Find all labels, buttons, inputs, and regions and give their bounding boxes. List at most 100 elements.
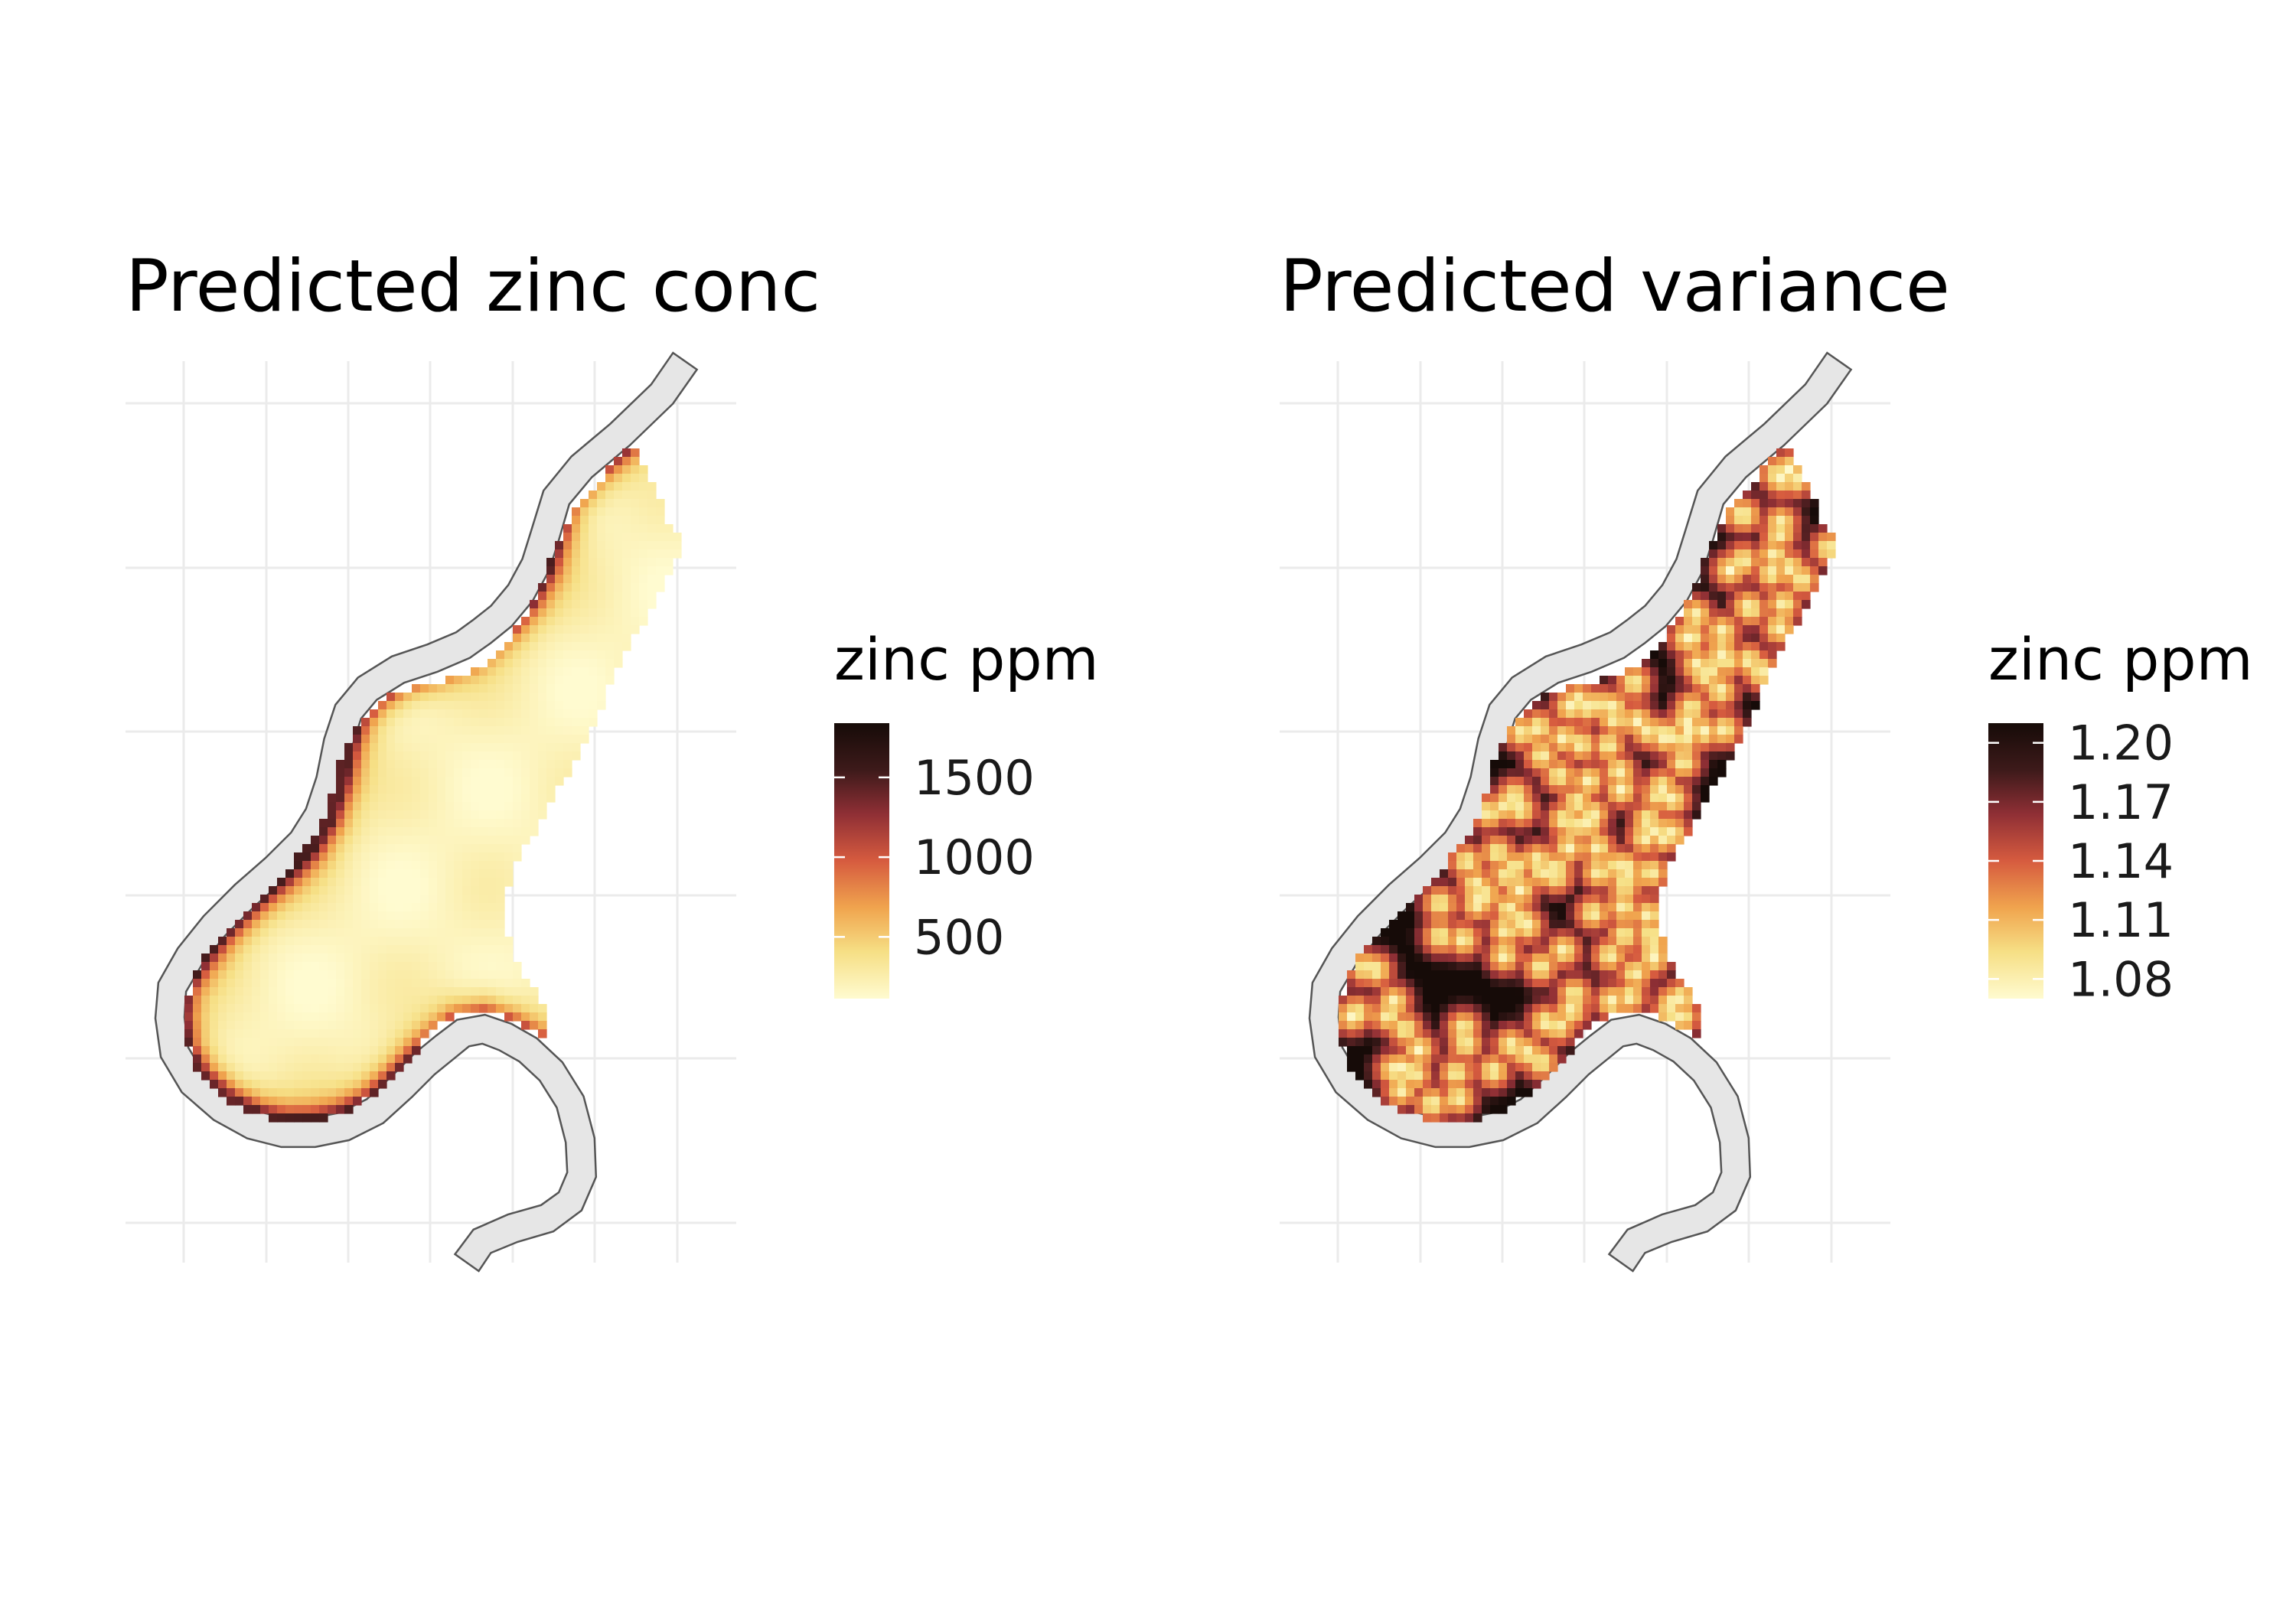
heatmap-cell bbox=[1490, 768, 1499, 777]
heatmap-cell bbox=[1465, 979, 1474, 988]
heatmap-cell bbox=[572, 735, 581, 744]
heatmap-cell bbox=[521, 836, 530, 845]
heatmap-cell bbox=[429, 987, 438, 996]
heatmap-cell bbox=[538, 802, 547, 811]
heatmap-cell bbox=[218, 996, 227, 1005]
heatmap-cell bbox=[445, 735, 455, 744]
heatmap-cell bbox=[302, 1004, 311, 1013]
heatmap-cell bbox=[252, 1038, 261, 1047]
heatmap-cell bbox=[1591, 827, 1600, 836]
heatmap-cell bbox=[201, 1038, 210, 1047]
heatmap-cell bbox=[563, 625, 572, 634]
heatmap-cell bbox=[631, 583, 640, 592]
heatmap-cell bbox=[673, 549, 682, 559]
heatmap-cell bbox=[1532, 1004, 1541, 1013]
heatmap-cell bbox=[471, 667, 480, 676]
heatmap-cell bbox=[395, 785, 404, 794]
chart-title-variance: Predicted variance bbox=[1280, 245, 1950, 328]
heatmap-cell bbox=[319, 1004, 328, 1013]
heatmap-cell bbox=[614, 465, 623, 474]
heatmap-cell bbox=[1776, 617, 1786, 626]
heatmap-cell bbox=[597, 575, 606, 584]
heatmap-cell bbox=[361, 735, 370, 744]
heatmap-cell bbox=[1448, 953, 1457, 963]
heatmap-cell bbox=[285, 1105, 295, 1114]
heatmap-cell bbox=[429, 827, 438, 836]
heatmap-cell bbox=[328, 802, 337, 811]
heatmap-cell bbox=[269, 911, 278, 921]
heatmap-cell bbox=[1397, 1063, 1407, 1072]
heatmap-cell bbox=[513, 634, 522, 643]
heatmap-cell bbox=[344, 819, 354, 828]
heatmap-cell bbox=[1616, 676, 1626, 685]
heatmap-cell bbox=[269, 1054, 278, 1064]
heatmap-cell bbox=[260, 1097, 269, 1106]
heatmap-cell bbox=[1532, 1071, 1541, 1081]
heatmap-cell bbox=[294, 996, 303, 1005]
heatmap-cell bbox=[1381, 937, 1390, 946]
heatmap-cell bbox=[1810, 533, 1819, 542]
heatmap-cell bbox=[1692, 642, 1701, 651]
heatmap-cell bbox=[1692, 659, 1701, 668]
heatmap-cell bbox=[546, 659, 556, 668]
heatmap-cell bbox=[1347, 1029, 1356, 1038]
heatmap-cell bbox=[614, 491, 623, 500]
heatmap-cell bbox=[496, 869, 505, 878]
heatmap-cell bbox=[1524, 996, 1533, 1005]
heatmap-cell bbox=[521, 827, 530, 836]
heatmap-cell bbox=[1633, 962, 1642, 971]
heatmap-cell bbox=[294, 1004, 303, 1013]
heatmap-cell bbox=[1591, 945, 1600, 954]
heatmap-cell bbox=[530, 617, 539, 626]
heatmap-cell bbox=[429, 718, 438, 727]
heatmap-cell bbox=[1406, 970, 1415, 980]
heatmap-cell bbox=[1818, 558, 1828, 567]
heatmap-cell bbox=[479, 760, 488, 769]
heatmap-cell bbox=[1675, 996, 1684, 1005]
heatmap-cell bbox=[1499, 1046, 1508, 1055]
heatmap-cell bbox=[1658, 751, 1668, 761]
heatmap-cell bbox=[260, 962, 269, 971]
heatmap-cell bbox=[555, 777, 564, 786]
heatmap-cell bbox=[1675, 709, 1684, 719]
heatmap-cell bbox=[530, 1012, 539, 1022]
heatmap-cell bbox=[1658, 836, 1668, 845]
heatmap-cell bbox=[504, 827, 514, 836]
heatmap-cell bbox=[1465, 953, 1474, 963]
heatmap-cell bbox=[1726, 524, 1735, 533]
heatmap-cell bbox=[1709, 608, 1718, 618]
heatmap-cell bbox=[311, 945, 320, 954]
heatmap-cell bbox=[1650, 903, 1659, 912]
heatmap-cell bbox=[1423, 970, 1432, 980]
heatmap-cell bbox=[605, 650, 615, 660]
heatmap-cell bbox=[589, 600, 598, 609]
heatmap-cell bbox=[1667, 701, 1676, 710]
heatmap-cell bbox=[218, 953, 227, 963]
heatmap-cell bbox=[344, 1029, 354, 1038]
heatmap-cell bbox=[285, 920, 295, 929]
heatmap-cell bbox=[1600, 709, 1609, 719]
heatmap-cell bbox=[1499, 785, 1508, 794]
heatmap-cell bbox=[285, 996, 295, 1005]
heatmap-cell bbox=[1473, 945, 1482, 954]
heatmap-cell bbox=[445, 751, 455, 761]
heatmap-cell bbox=[252, 1071, 261, 1081]
heatmap-cell bbox=[538, 751, 547, 761]
heatmap-cell bbox=[471, 886, 480, 895]
heatmap-cell bbox=[218, 1063, 227, 1072]
heatmap-cell bbox=[521, 810, 530, 820]
heatmap-cell bbox=[1608, 886, 1617, 895]
heatmap-cell bbox=[454, 735, 463, 744]
heatmap-cell bbox=[580, 659, 589, 668]
heatmap-cell bbox=[1743, 650, 1752, 660]
heatmap-cell bbox=[1549, 987, 1558, 996]
heatmap-cell bbox=[479, 768, 488, 777]
heatmap-cell bbox=[1642, 987, 1651, 996]
heatmap-cell bbox=[1549, 1029, 1558, 1038]
heatmap-cell bbox=[488, 735, 497, 744]
heatmap-cell bbox=[1541, 726, 1550, 735]
heatmap-cell bbox=[530, 608, 539, 618]
heatmap-cell bbox=[488, 953, 497, 963]
heatmap-cell bbox=[184, 1038, 194, 1047]
heatmap-cell bbox=[1507, 1046, 1516, 1055]
